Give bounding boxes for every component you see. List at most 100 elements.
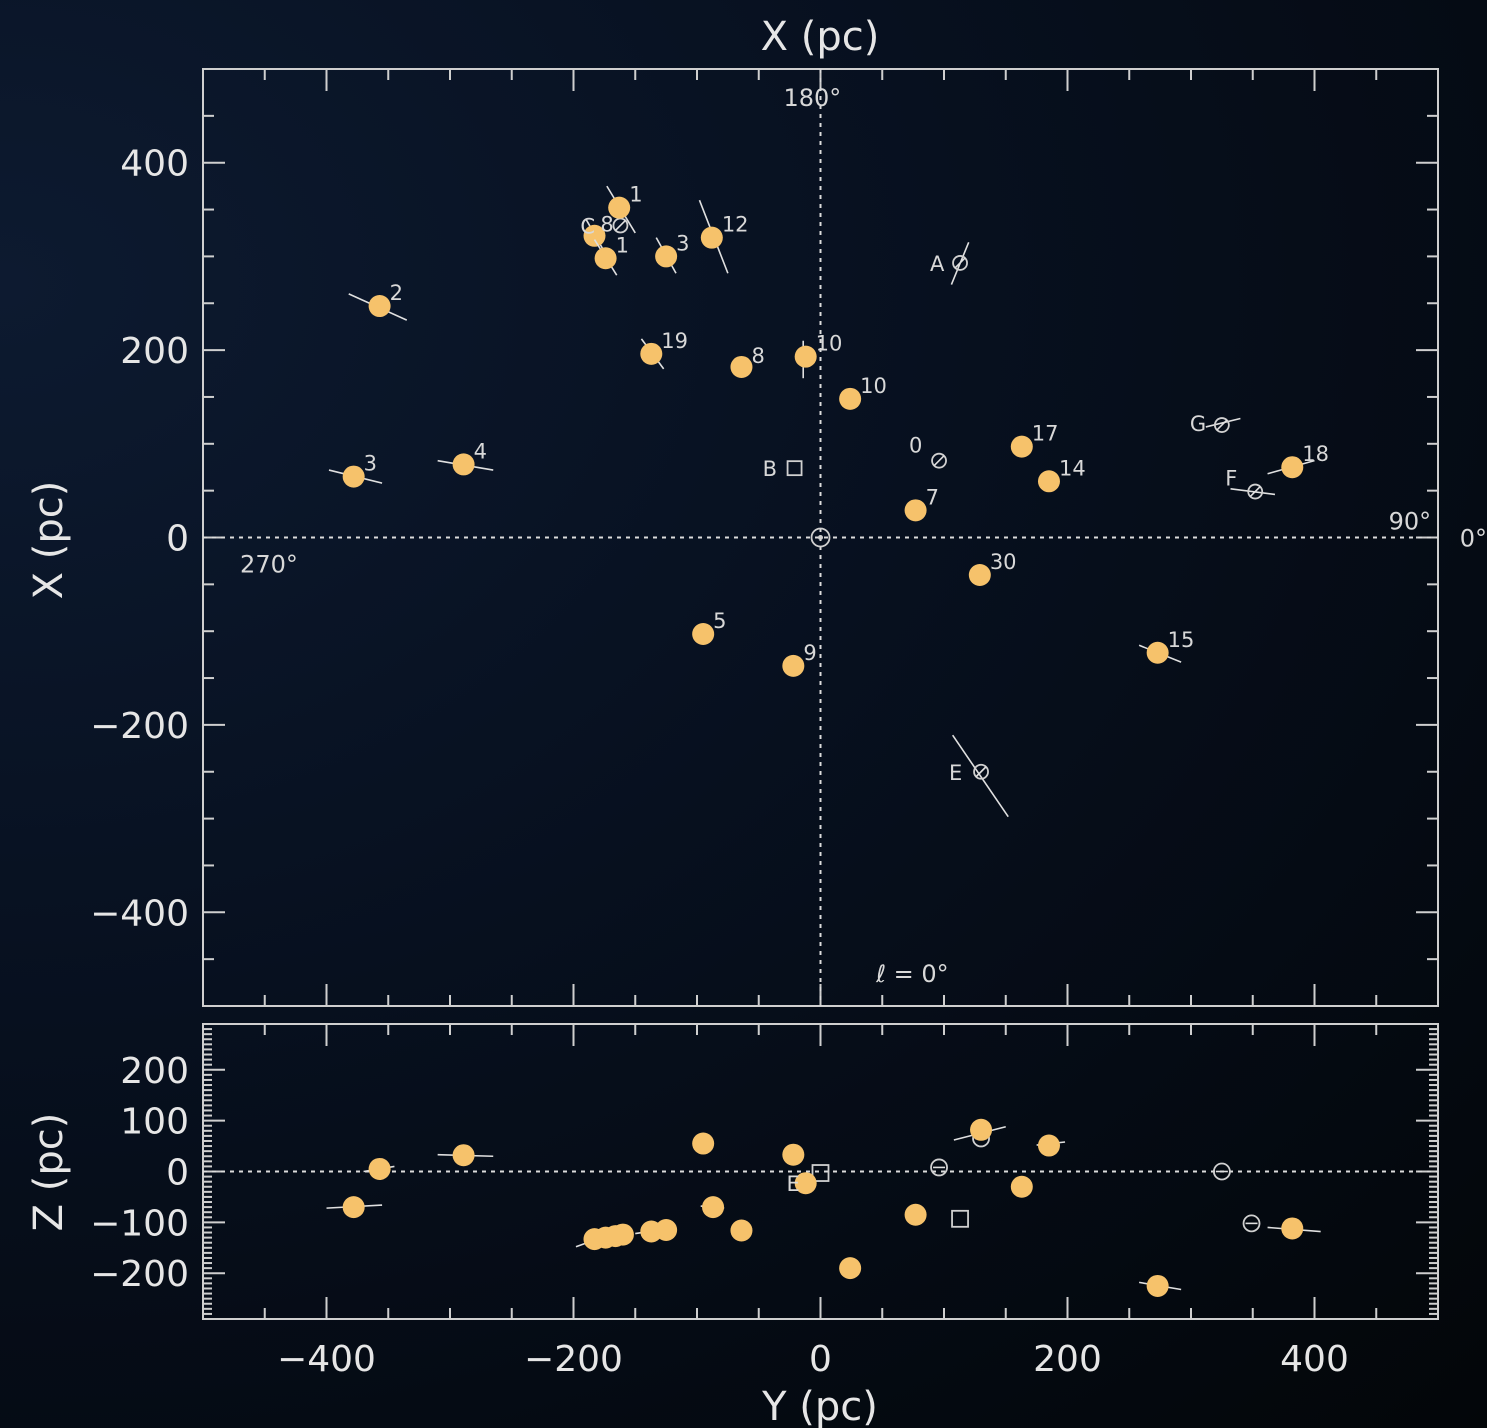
top-open-square-marker — [786, 460, 803, 477]
bottom-data-point — [839, 1257, 862, 1280]
top-point-label: 10 — [816, 332, 843, 356]
top-point-label: 3 — [364, 452, 377, 476]
top-open-marker-slash — [1249, 486, 1261, 498]
bottom-data-point — [794, 1172, 817, 1195]
top-data-point — [968, 563, 991, 586]
top-point-label: 18 — [1302, 442, 1329, 466]
top-open-marker-slash — [975, 766, 987, 778]
top-data-point — [1146, 641, 1169, 664]
top-point-label: 14 — [1059, 456, 1086, 480]
bottom-data-point — [730, 1219, 753, 1242]
bottom-data-point — [692, 1132, 715, 1155]
top-data-point — [904, 499, 927, 522]
bottom-data-point — [1010, 1175, 1033, 1198]
bottom-data-point — [342, 1196, 365, 1219]
top-point-label: 1 — [616, 233, 629, 257]
top-open-marker-slash — [614, 219, 626, 232]
bottom-open-marker-label: E — [787, 1172, 800, 1196]
bottom-open-square-marker — [811, 1164, 830, 1182]
longitude-label: 270° — [240, 551, 298, 579]
top-open-error-bar — [1230, 487, 1276, 496]
top-open-marker-label: B — [763, 457, 777, 481]
top-point-label: 5 — [713, 609, 726, 633]
bottom-data-point — [611, 1223, 634, 1246]
top-open-marker-slash — [954, 257, 966, 269]
top-point-label: 8 — [751, 344, 764, 368]
top-marks — [328, 185, 1315, 818]
top-data-point — [839, 387, 862, 410]
top-y-axis-title: X (pc) — [26, 481, 72, 600]
longitude-label: ℓ = 0° — [875, 960, 949, 988]
bottom-guides — [203, 1024, 1438, 1173]
bottom-data-point — [702, 1196, 725, 1219]
top-data-point — [782, 654, 805, 677]
bottom-data-point — [368, 1157, 391, 1180]
bottom-open-square-marker — [951, 1209, 969, 1228]
bottom-y-tick-label: −200 — [90, 1254, 189, 1295]
longitude-label: 90° — [1389, 508, 1432, 536]
top-y-tick-label: 0 — [166, 519, 189, 560]
bottom-x-tick-label: 200 — [1033, 1339, 1102, 1380]
bottom-x-tick-label: 0 — [809, 1339, 832, 1380]
top-open-marker-slash — [933, 455, 945, 467]
top-data-point — [594, 247, 617, 270]
sun-marker-dot — [818, 535, 823, 540]
bottom-y-tick-label: −100 — [90, 1203, 189, 1244]
top-axis-title: X (pc) — [761, 14, 880, 60]
bottom-data-point — [904, 1203, 927, 1226]
longitude-label: 0° — [1460, 525, 1487, 553]
top-open-marker-label: A — [930, 252, 945, 276]
bottom-data-point — [782, 1143, 805, 1166]
top-point-label: 2 — [390, 281, 403, 305]
top-data-point — [1010, 435, 1033, 458]
bottom-data-point — [452, 1144, 475, 1167]
bottom-open-circle-marker — [1212, 1162, 1231, 1181]
bottom-data-point — [970, 1118, 993, 1141]
bottom-y-tick-label: 200 — [120, 1051, 189, 1092]
top-open-marker-label: E — [949, 761, 962, 785]
bottom-x-tick-label: 400 — [1280, 1339, 1349, 1380]
top-data-point — [655, 245, 678, 268]
top-open-circle-marker — [1213, 417, 1230, 433]
top-point-label: 10 — [860, 374, 887, 398]
bottom-open-circle-marker — [930, 1158, 948, 1177]
bottom-data-point — [655, 1218, 678, 1241]
bottom-y-tick-label: 100 — [120, 1102, 189, 1143]
top-open-marker-label: C — [580, 214, 595, 238]
bottom-data-point — [1037, 1134, 1060, 1157]
top-point-label: 1 — [629, 183, 642, 207]
bottom-y-axis-title: Z (pc) — [26, 1113, 72, 1232]
top-point-label: 4 — [474, 439, 487, 463]
top-point-label: 30 — [990, 550, 1017, 574]
longitude-label: 180° — [783, 84, 841, 112]
top-data-point — [794, 345, 817, 368]
top-point-label: 19 — [661, 329, 688, 353]
bottom-panel: 200 100 0 −100 −200 −400 −200 0 200 400 E — [90, 1023, 1439, 1380]
top-open-marker-label: 0 — [909, 434, 922, 458]
bottom-data-point — [1146, 1274, 1169, 1297]
top-point-label: 3 — [676, 231, 689, 255]
top-y-tick-label: 200 — [120, 331, 189, 372]
top-open-marker-label: F — [1225, 467, 1237, 491]
top-data-point — [692, 623, 715, 646]
top-open-marker-sublabel: 8 — [600, 212, 613, 236]
bottom-x-tick-label: −200 — [524, 1339, 623, 1380]
top-open-circle-marker — [952, 255, 968, 271]
top-open-error-bar — [951, 734, 1009, 818]
top-point-label: 9 — [803, 641, 816, 665]
top-open-marker-slash — [1216, 419, 1228, 431]
bottom-labels: 200 100 0 −100 −200 −400 −200 0 200 400 E — [90, 1051, 1349, 1380]
top-point-label: 7 — [926, 485, 939, 509]
top-data-point — [640, 342, 663, 365]
top-point-label: 15 — [1168, 628, 1195, 652]
top-open-marker-label: G — [1190, 412, 1206, 436]
top-data-point — [452, 453, 475, 476]
top-data-point — [700, 226, 723, 249]
bottom-marks — [326, 1118, 1321, 1297]
top-data-point — [1037, 470, 1060, 493]
top-data-point — [583, 224, 606, 247]
top-ticks — [202, 68, 1439, 1007]
top-point-label: 12 — [722, 213, 749, 237]
